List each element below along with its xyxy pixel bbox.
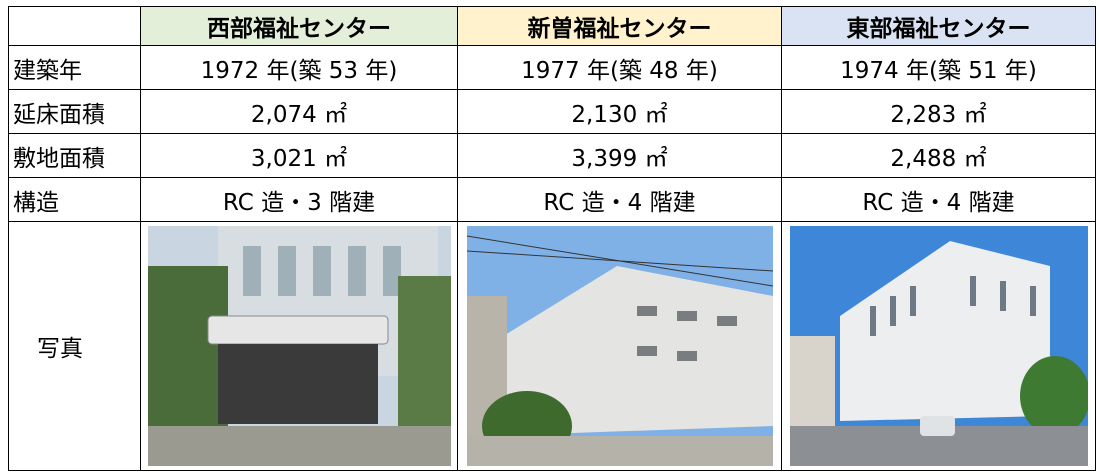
page: 西部福祉センター 新曽福祉センター 東部福祉センター 建築年1972 年(築 5… <box>0 0 1099 475</box>
row-label: 敷地面積 <box>9 134 141 178</box>
photo-cell <box>458 222 782 471</box>
photo-cell <box>782 222 1096 471</box>
table-cell: 1977 年(築 48 年) <box>458 46 782 90</box>
table-cell: RC 造・4 階建 <box>458 178 782 222</box>
table-cell: 2,488 ㎡ <box>782 134 1096 178</box>
column-header: 東部福祉センター <box>782 7 1096 46</box>
column-header: 西部福祉センター <box>141 7 458 46</box>
table-cell: 2,130 ㎡ <box>458 90 782 134</box>
row-label: 建築年 <box>9 46 141 90</box>
table-cell: RC 造・4 階建 <box>782 178 1096 222</box>
column-header: 新曽福祉センター <box>458 7 782 46</box>
row-label: 延床面積 <box>9 90 141 134</box>
row-label: 写真 <box>9 222 141 471</box>
table-cell: 1972 年(築 53 年) <box>141 46 458 90</box>
row-label: 構造 <box>9 178 141 222</box>
table-cell: RC 造・3 階建 <box>141 178 458 222</box>
table-cell: 2,074 ㎡ <box>141 90 458 134</box>
header-row: 西部福祉センター 新曽福祉センター 東部福祉センター <box>9 7 1096 46</box>
photo <box>467 226 773 466</box>
photo <box>148 226 451 466</box>
photo-cell <box>141 222 458 471</box>
photo <box>790 226 1088 466</box>
table-cell: 3,021 ㎡ <box>141 134 458 178</box>
table-cell: 2,283 ㎡ <box>782 90 1096 134</box>
corner-cell <box>9 7 141 46</box>
table-cell: 1974 年(築 51 年) <box>782 46 1096 90</box>
table-cell: 3,399 ㎡ <box>458 134 782 178</box>
photo-row: 写真 <box>9 222 1096 471</box>
